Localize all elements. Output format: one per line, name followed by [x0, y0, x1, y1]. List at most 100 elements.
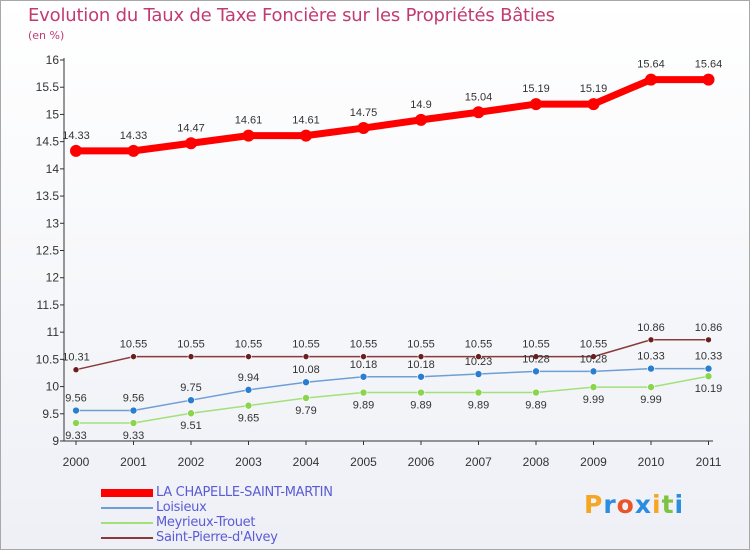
data-label: 14.61	[235, 115, 263, 127]
y-tick-label: 16	[46, 53, 60, 67]
data-label: 9.79	[295, 405, 316, 417]
series-point	[129, 406, 138, 415]
y-tick-label: 13.5	[36, 189, 60, 203]
data-label: 14.33	[62, 130, 90, 142]
logo-letter: P	[584, 490, 604, 519]
series-point	[302, 353, 310, 360]
data-label: 15.64	[695, 59, 723, 71]
data-label: 9.33	[65, 430, 86, 442]
y-tick-label: 12.5	[36, 244, 60, 258]
data-label: 9.56	[65, 393, 86, 405]
series-point	[532, 353, 540, 360]
data-label: 9.89	[410, 400, 431, 412]
series-point	[589, 383, 598, 391]
data-label: 10.19	[695, 383, 723, 395]
data-label: 14.9	[410, 99, 431, 111]
y-tick-label: 15	[46, 107, 60, 121]
data-label: 10.28	[522, 353, 550, 365]
data-label: 10.28	[580, 353, 608, 365]
data-label: 15.19	[522, 83, 550, 95]
x-tick-label: 2005	[350, 455, 377, 469]
data-label: 10.55	[407, 339, 435, 351]
data-label: 10.08	[292, 364, 320, 376]
series-line-2	[76, 375, 709, 424]
series-point	[72, 406, 80, 415]
data-label: 14.75	[350, 107, 378, 119]
y-tick-label: 9.5	[42, 407, 59, 421]
x-tick-label: 2011	[696, 455, 722, 469]
legend-label: Loisieux	[156, 500, 207, 515]
series-point	[589, 367, 598, 376]
y-tick-label: 10.5	[36, 352, 60, 366]
data-label: 10.86	[637, 322, 665, 334]
series-point	[417, 388, 425, 397]
series-point	[357, 122, 370, 135]
series-point	[302, 394, 310, 402]
y-tick-label: 10	[46, 380, 60, 394]
series-point	[244, 386, 253, 394]
x-tick-label: 2008	[523, 455, 550, 469]
series-point	[70, 144, 82, 157]
data-label: 9.89	[525, 400, 546, 412]
y-tick-label: 9	[52, 434, 59, 448]
series-point	[127, 144, 140, 157]
data-label: 10.55	[350, 339, 378, 351]
series-line-3	[75, 339, 709, 371]
legend-label: Saint-Pierre-d'Alvey	[156, 530, 278, 545]
x-tick-label: 2000	[63, 455, 90, 469]
data-label: 9.56	[123, 393, 144, 405]
logo-letter: x	[634, 490, 652, 519]
series-point	[417, 353, 425, 360]
data-label: 10.55	[120, 339, 148, 351]
series-point	[360, 353, 367, 360]
data-label: 10.55	[292, 339, 320, 351]
data-label: 10.23	[465, 356, 493, 368]
series-point	[647, 364, 655, 373]
legend-swatch	[101, 522, 153, 524]
x-tick-label: 2001	[120, 455, 147, 469]
data-label: 10.55	[177, 339, 205, 351]
data-label: 10.55	[235, 339, 263, 351]
data-label: 14.47	[177, 122, 205, 134]
series-point	[474, 370, 483, 378]
x-tick-label: 2010	[638, 455, 665, 469]
series-point	[474, 388, 483, 397]
data-label: 9.89	[353, 400, 374, 412]
series-point	[242, 129, 255, 142]
chart-title: Evolution du Taux de Taxe Foncière sur l…	[28, 5, 555, 26]
series-point	[475, 353, 482, 360]
series-point	[72, 419, 80, 427]
legend-swatch	[101, 489, 153, 497]
data-label: 9.89	[468, 400, 489, 412]
data-label: 15.64	[637, 59, 665, 71]
series-point	[417, 372, 425, 381]
series-point	[185, 137, 197, 150]
data-label: 10.18	[407, 359, 435, 371]
y-tick-label: 14.5	[36, 135, 60, 149]
logo-letter: i	[674, 490, 685, 519]
logo-letter: t	[661, 490, 675, 519]
series-point	[705, 336, 712, 344]
data-label: 10.33	[637, 351, 665, 363]
data-label: 9.65	[238, 413, 259, 425]
legend-label: Meyrieux-Trouet	[156, 515, 256, 530]
data-label: 10.86	[695, 322, 723, 334]
x-tick-label: 2006	[408, 455, 435, 469]
data-label: 10.55	[465, 339, 493, 351]
series-point	[587, 98, 600, 111]
x-tick-label: 2009	[580, 455, 607, 469]
data-label: 10.18	[350, 359, 378, 371]
series-point	[187, 353, 195, 360]
data-label: 14.33	[120, 130, 148, 142]
proxiti-logo: Proxiti	[584, 490, 684, 519]
series-point	[704, 364, 713, 373]
data-label: 9.99	[640, 394, 661, 406]
y-tick-label: 13	[46, 216, 60, 230]
series-point	[590, 353, 597, 360]
data-label: 15.04	[465, 91, 493, 103]
legend-label: LA CHAPELLE-SAINT-MARTIN	[156, 485, 333, 500]
logo-letter: o	[616, 490, 635, 519]
data-label: 9.33	[123, 430, 144, 442]
